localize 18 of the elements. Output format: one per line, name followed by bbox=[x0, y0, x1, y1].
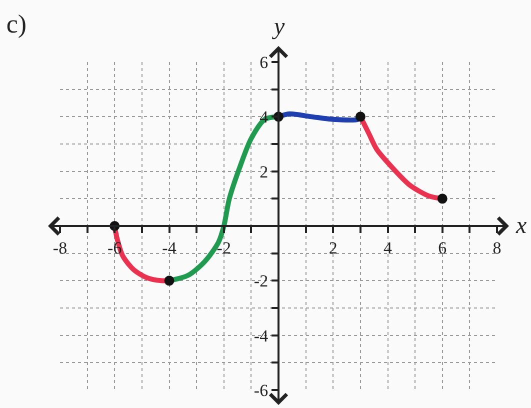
x-tick-label: -4 bbox=[162, 238, 177, 258]
y-tick-label: 2 bbox=[260, 162, 268, 182]
x-tick-label: 4 bbox=[384, 238, 392, 258]
x-tick-label: 8 bbox=[492, 238, 502, 258]
y-tick-label: -4 bbox=[254, 326, 269, 346]
y-tick-label: 6 bbox=[260, 52, 268, 72]
x-tick-label: -8 bbox=[52, 238, 68, 258]
chart-title: c) bbox=[6, 9, 27, 38]
x-axis-title: x bbox=[515, 213, 527, 239]
x-tick-label: -2 bbox=[216, 238, 231, 258]
x-tick-label: 6 bbox=[438, 238, 447, 258]
point bbox=[164, 276, 174, 286]
point bbox=[355, 112, 366, 122]
y-tick-label: -2 bbox=[254, 272, 268, 291]
point bbox=[437, 194, 448, 204]
y-axis-title: y bbox=[272, 14, 285, 40]
y-tick-label: -6 bbox=[254, 380, 268, 400]
x-tick-label: 2 bbox=[328, 238, 338, 258]
